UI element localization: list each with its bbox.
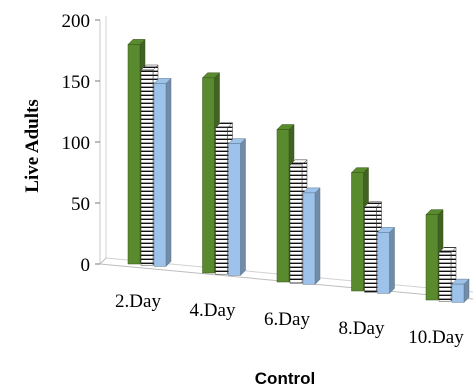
bar xyxy=(215,127,228,275)
x-tick-label: 8.Day xyxy=(339,318,385,339)
bars xyxy=(127,38,470,304)
y-tick-label: 50 xyxy=(71,194,90,215)
bar xyxy=(276,129,290,283)
bar xyxy=(153,83,167,267)
bar xyxy=(127,44,141,265)
bar xyxy=(302,192,316,285)
x-tick-labels: 2.Day 4.Day 6.Day 8.Day 10.Day xyxy=(115,291,464,348)
x-tick-label: 2.Day xyxy=(115,291,161,312)
bar-side xyxy=(165,77,172,268)
bar-side xyxy=(389,226,395,295)
bar-side xyxy=(314,187,321,286)
bar xyxy=(202,77,215,274)
bar xyxy=(438,252,452,302)
x-axis-label: Control xyxy=(255,369,315,388)
bar xyxy=(140,69,154,266)
y-tick-label: 150 xyxy=(62,72,91,93)
y-tick-label: 100 xyxy=(62,133,91,154)
bar xyxy=(377,232,390,294)
bar xyxy=(228,143,241,276)
x-tick-label: 6.Day xyxy=(264,309,310,330)
bar xyxy=(364,206,377,293)
x-tick-label: 10.Day xyxy=(408,327,464,348)
bar xyxy=(289,164,303,284)
bar xyxy=(351,172,364,292)
x-tick-label: 4.Day xyxy=(190,300,236,321)
y-tick-label: 200 xyxy=(62,11,91,32)
bar xyxy=(425,214,439,301)
bar xyxy=(451,283,465,303)
bar-side xyxy=(240,138,246,277)
y-axis: 0 50 100 150 200 xyxy=(62,11,100,276)
floor-left-edge xyxy=(99,257,107,265)
y-tick-label: 0 xyxy=(81,255,91,276)
y-axis-label: Live Adults xyxy=(22,99,43,192)
